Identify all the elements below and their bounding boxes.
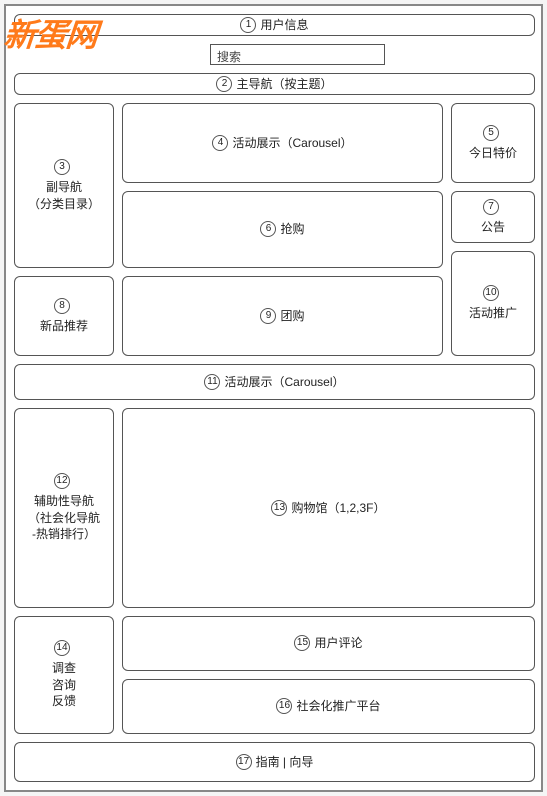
block-aux-nav: 12 辅助性导航（社会化导航-热销排行） [14,408,114,608]
block-label: 调查咨询反馈 [46,660,82,710]
block-shopping-mall: 13 购物馆（1,2,3F） [122,408,535,608]
num-badge: 1 [240,17,256,33]
block-label: 团购 [280,308,304,325]
block-label: 副导航（分类目录） [22,179,106,213]
num-badge: 14 [54,640,70,656]
num-badge: 2 [216,76,232,92]
num-badge: 11 [204,374,220,390]
block-label: 活动展示（Carousel） [232,135,352,152]
block-label: 公告 [475,219,511,236]
block-label: 社会化推广平台 [296,698,380,715]
num-badge: 12 [54,473,70,489]
block-flash-sale: 6 抢购 [122,191,443,268]
block-label: 指南 | 向导 [256,754,314,771]
block-carousel-top: 4 活动展示（Carousel） [122,103,443,183]
num-badge: 13 [271,500,287,516]
block-group-buy: 9 团购 [122,276,443,356]
num-badge: 3 [54,159,70,175]
block-label: 活动展示（Carousel） [224,374,344,391]
num-badge: 5 [483,125,499,141]
watermark-logo: 新蛋网 [2,10,99,56]
num-badge: 6 [260,221,276,237]
search-input[interactable]: 搜索 [210,44,385,65]
num-badge: 7 [483,199,499,215]
num-badge: 4 [212,135,228,151]
block-announcement: 7 公告 [451,191,535,243]
block-label: 用户评论 [314,635,362,652]
block-label: 今日特价 [463,145,523,162]
block-new-products: 8 新品推荐 [14,276,114,356]
block-carousel-mid: 11 活动展示（Carousel） [14,364,535,400]
block-main-nav: 2 主导航（按主题） [14,73,535,95]
block-today-deal: 5 今日特价 [451,103,535,183]
block-guide: 17 指南 | 向导 [14,742,535,782]
num-badge: 10 [483,285,499,301]
block-label: 新品推荐 [34,318,94,335]
block-label: 用户信息 [260,17,308,34]
num-badge: 15 [294,635,310,651]
block-label: 辅助性导航（社会化导航-热销排行） [22,493,106,543]
num-badge: 17 [236,754,252,770]
block-label: 活动推广 [463,305,523,322]
block-user-reviews: 15 用户评论 [122,616,535,671]
block-social-promo: 16 社会化推广平台 [122,679,535,734]
block-promo: 10 活动推广 [451,251,535,356]
wireframe-canvas: 新蛋网 1 用户信息 搜索 2 主导航（按主题） 3 副导航（分类目录） 4 活… [4,4,543,792]
num-badge: 16 [276,698,292,714]
block-label: 购物馆（1,2,3F） [291,500,385,517]
block-feedback: 14 调查咨询反馈 [14,616,114,734]
block-label: 主导航（按主题） [236,76,332,93]
block-sub-nav: 3 副导航（分类目录） [14,103,114,268]
num-badge: 8 [54,298,70,314]
block-label: 抢购 [280,221,304,238]
num-badge: 9 [260,308,276,324]
